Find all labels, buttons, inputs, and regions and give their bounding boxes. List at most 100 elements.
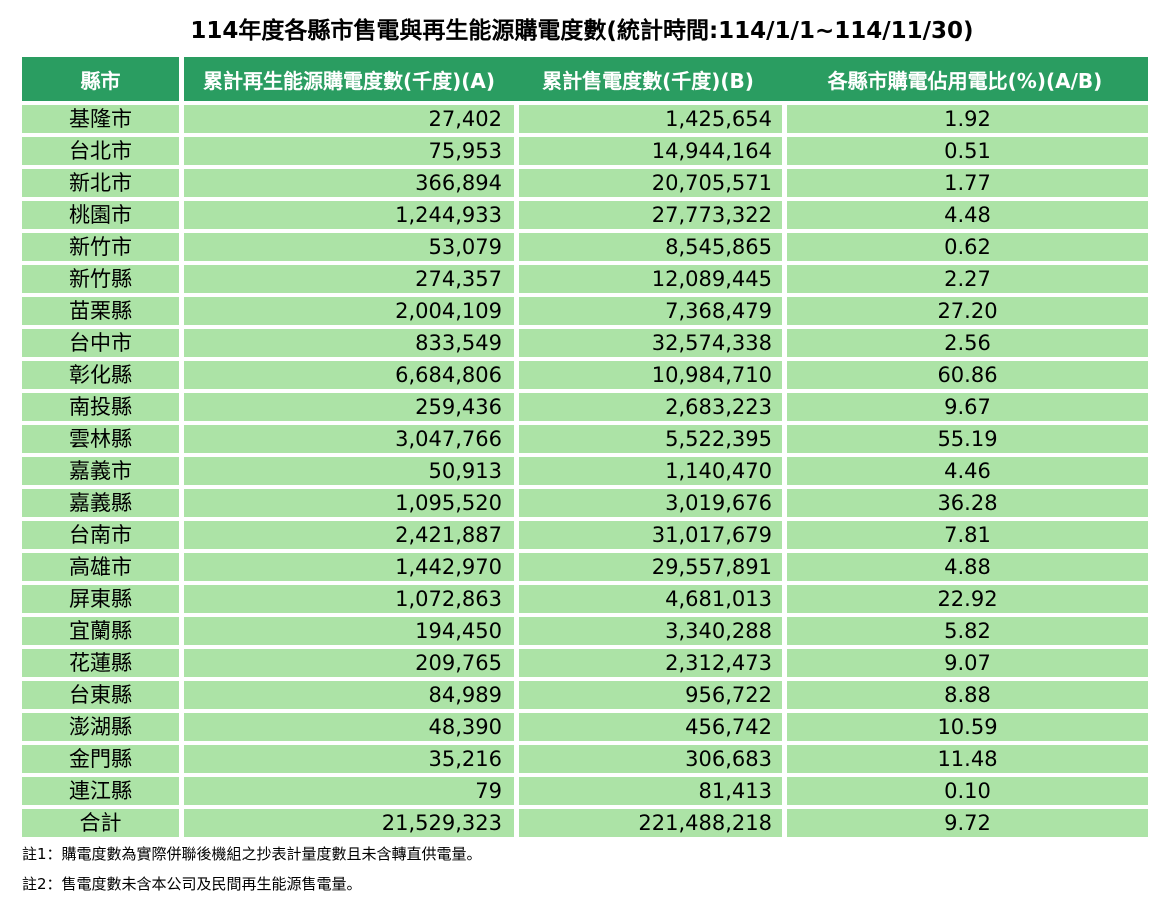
county-cell: 嘉義市 [22, 457, 179, 485]
renewable-purchase-cell: 2,004,109 [184, 297, 514, 325]
county-cell: 台南市 [22, 521, 179, 549]
sold-cell: 4,681,013 [519, 585, 782, 613]
ratio-cell: 60.86 [787, 361, 1148, 389]
sold-cell: 1,140,470 [519, 457, 782, 485]
ratio-cell: 0.51 [787, 137, 1148, 165]
table-row: 嘉義市 50,913 1,140,470 4.46 [22, 457, 1148, 485]
ratio-cell: 1.92 [787, 105, 1148, 133]
table-row: 雲林縣 3,047,766 5,522,395 55.19 [22, 425, 1148, 453]
county-cell: 澎湖縣 [22, 713, 179, 741]
ratio-cell: 27.20 [787, 297, 1148, 325]
column-header-ratio: 各縣市購電佔用電比(%)(A/B) [782, 57, 1148, 101]
county-cell: 台北市 [22, 137, 179, 165]
renewable-purchase-cell: 48,390 [184, 713, 514, 741]
table-row: 台北市 75,953 14,944,164 0.51 [22, 137, 1148, 165]
renewable-purchase-cell: 1,442,970 [184, 553, 514, 581]
header-divider [179, 57, 184, 101]
county-cell: 基隆市 [22, 105, 179, 133]
county-cell: 新竹市 [22, 233, 179, 261]
county-cell: 新竹縣 [22, 265, 179, 293]
ratio-cell: 4.88 [787, 553, 1148, 581]
column-header-sold: 累計售電度數(千度)(B) [514, 57, 782, 101]
county-cell: 雲林縣 [22, 425, 179, 453]
table-row: 新竹市 53,079 8,545,865 0.62 [22, 233, 1148, 261]
table-header-row: 縣市 累計再生能源購電度數(千度)(A) 累計售電度數(千度)(B) 各縣市購電… [22, 57, 1148, 101]
table-row: 金門縣 35,216 306,683 11.48 [22, 745, 1148, 773]
sold-cell: 10,984,710 [519, 361, 782, 389]
ratio-cell: 36.28 [787, 489, 1148, 517]
ratio-cell: 9.72 [787, 809, 1148, 837]
table-row: 嘉義縣 1,095,520 3,019,676 36.28 [22, 489, 1148, 517]
sold-cell: 32,574,338 [519, 329, 782, 357]
column-header-county: 縣市 [22, 57, 179, 101]
sold-cell: 221,488,218 [519, 809, 782, 837]
footnote-2: 註2：售電度數未含本公司及民間再生能源售電量。 [22, 875, 362, 893]
ratio-cell: 4.46 [787, 457, 1148, 485]
renewable-purchase-cell: 833,549 [184, 329, 514, 357]
electricity-table: 縣市 累計再生能源購電度數(千度)(A) 累計售電度數(千度)(B) 各縣市購電… [22, 57, 1148, 837]
renewable-purchase-cell: 50,913 [184, 457, 514, 485]
table-row: 新竹縣 274,357 12,089,445 2.27 [22, 265, 1148, 293]
sold-cell: 2,683,223 [519, 393, 782, 421]
ratio-cell: 0.10 [787, 777, 1148, 805]
renewable-purchase-cell: 21,529,323 [184, 809, 514, 837]
county-cell: 台東縣 [22, 681, 179, 709]
ratio-cell: 10.59 [787, 713, 1148, 741]
table-row: 屏東縣 1,072,863 4,681,013 22.92 [22, 585, 1148, 613]
ratio-cell: 22.92 [787, 585, 1148, 613]
ratio-cell: 2.27 [787, 265, 1148, 293]
ratio-cell: 9.67 [787, 393, 1148, 421]
header-band: 累計再生能源購電度數(千度)(A) 累計售電度數(千度)(B) 各縣市購電佔用電… [184, 57, 1148, 101]
county-cell: 合計 [22, 809, 179, 837]
county-cell: 宜蘭縣 [22, 617, 179, 645]
sold-cell: 27,773,322 [519, 201, 782, 229]
table-row: 桃園市 1,244,933 27,773,322 4.48 [22, 201, 1148, 229]
sold-cell: 8,545,865 [519, 233, 782, 261]
ratio-cell: 55.19 [787, 425, 1148, 453]
table-row: 苗栗縣 2,004,109 7,368,479 27.20 [22, 297, 1148, 325]
county-cell: 嘉義縣 [22, 489, 179, 517]
renewable-purchase-cell: 259,436 [184, 393, 514, 421]
county-cell: 台中市 [22, 329, 179, 357]
county-cell: 新北市 [22, 169, 179, 197]
renewable-purchase-cell: 1,072,863 [184, 585, 514, 613]
sold-cell: 20,705,571 [519, 169, 782, 197]
sold-cell: 81,413 [519, 777, 782, 805]
ratio-cell: 7.81 [787, 521, 1148, 549]
ratio-cell: 5.82 [787, 617, 1148, 645]
sold-cell: 14,944,164 [519, 137, 782, 165]
county-cell: 桃園市 [22, 201, 179, 229]
table-row: 宜蘭縣 194,450 3,340,288 5.82 [22, 617, 1148, 645]
table-row: 基隆市 27,402 1,425,654 1.92 [22, 105, 1148, 133]
renewable-purchase-cell: 84,989 [184, 681, 514, 709]
sold-cell: 3,019,676 [519, 489, 782, 517]
ratio-cell: 11.48 [787, 745, 1148, 773]
sold-cell: 29,557,891 [519, 553, 782, 581]
page-title: 114年度各縣市售電與再生能源購電度數(統計時間:114/1/1~114/11/… [190, 18, 974, 44]
table-row: 南投縣 259,436 2,683,223 9.67 [22, 393, 1148, 421]
sold-cell: 306,683 [519, 745, 782, 773]
renewable-purchase-cell: 1,095,520 [184, 489, 514, 517]
renewable-purchase-cell: 6,684,806 [184, 361, 514, 389]
county-cell: 彰化縣 [22, 361, 179, 389]
county-cell: 屏東縣 [22, 585, 179, 613]
table-row: 高雄市 1,442,970 29,557,891 4.88 [22, 553, 1148, 581]
renewable-purchase-cell: 27,402 [184, 105, 514, 133]
table-row: 連江縣 79 81,413 0.10 [22, 777, 1148, 805]
table-row: 台中市 833,549 32,574,338 2.56 [22, 329, 1148, 357]
ratio-cell: 0.62 [787, 233, 1148, 261]
renewable-purchase-cell: 1,244,933 [184, 201, 514, 229]
renewable-purchase-cell: 3,047,766 [184, 425, 514, 453]
ratio-cell: 9.07 [787, 649, 1148, 677]
table-row: 台東縣 84,989 956,722 8.88 [22, 681, 1148, 709]
footnotes: 註1：購電度數為實際併聯後機組之抄表計量度數且未含轉直供電量。 註2：售電度數未… [22, 845, 1164, 893]
renewable-purchase-cell: 35,216 [184, 745, 514, 773]
sold-cell: 3,340,288 [519, 617, 782, 645]
table-row: 澎湖縣 48,390 456,742 10.59 [22, 713, 1148, 741]
column-header-renewable-purchase: 累計再生能源購電度數(千度)(A) [184, 57, 514, 101]
renewable-purchase-cell: 366,894 [184, 169, 514, 197]
renewable-purchase-cell: 79 [184, 777, 514, 805]
table-row: 台南市 2,421,887 31,017,679 7.81 [22, 521, 1148, 549]
sold-cell: 1,425,654 [519, 105, 782, 133]
sold-cell: 956,722 [519, 681, 782, 709]
